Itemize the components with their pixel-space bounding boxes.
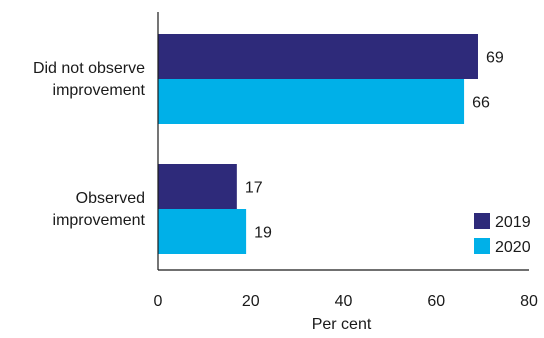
value-label-2019-cat-0: 69 — [486, 50, 504, 67]
x-tick-label-80: 80 — [520, 293, 538, 310]
x-tick-labels-group: 0 20 40 60 80 — [154, 293, 538, 310]
bar-2020-cat-0 — [158, 79, 465, 124]
legend-swatch-2020 — [474, 238, 490, 254]
category-labels-group: Did not observe improvement Observed improv… — [33, 60, 146, 229]
bar-2020-cat-1 — [158, 209, 247, 254]
bar-2019-cat-1 — [158, 164, 237, 209]
category-label-1: Observed improvement — [53, 190, 146, 229]
legend-label-2020: 2020 — [495, 239, 531, 256]
x-axis-title: Per cent — [312, 316, 372, 333]
x-tick-label-20: 20 — [242, 293, 260, 310]
value-label-2020-cat-1: 19 — [254, 225, 272, 242]
legend-swatch-2019 — [474, 213, 490, 229]
value-label-2019-cat-1: 17 — [245, 180, 263, 197]
x-tick-label-60: 60 — [427, 293, 445, 310]
bars-group — [158, 34, 478, 254]
legend: 2019 2020 — [474, 213, 531, 256]
category-label-0: Did not observe improvement — [33, 60, 146, 99]
bar-2019-cat-0 — [158, 34, 478, 79]
value-label-2020-cat-0: 66 — [472, 95, 490, 112]
value-labels-group: 69 66 17 19 — [245, 50, 504, 242]
x-tick-label-40: 40 — [335, 293, 353, 310]
legend-label-2019: 2019 — [495, 214, 531, 231]
x-tick-label-0: 0 — [154, 293, 163, 310]
